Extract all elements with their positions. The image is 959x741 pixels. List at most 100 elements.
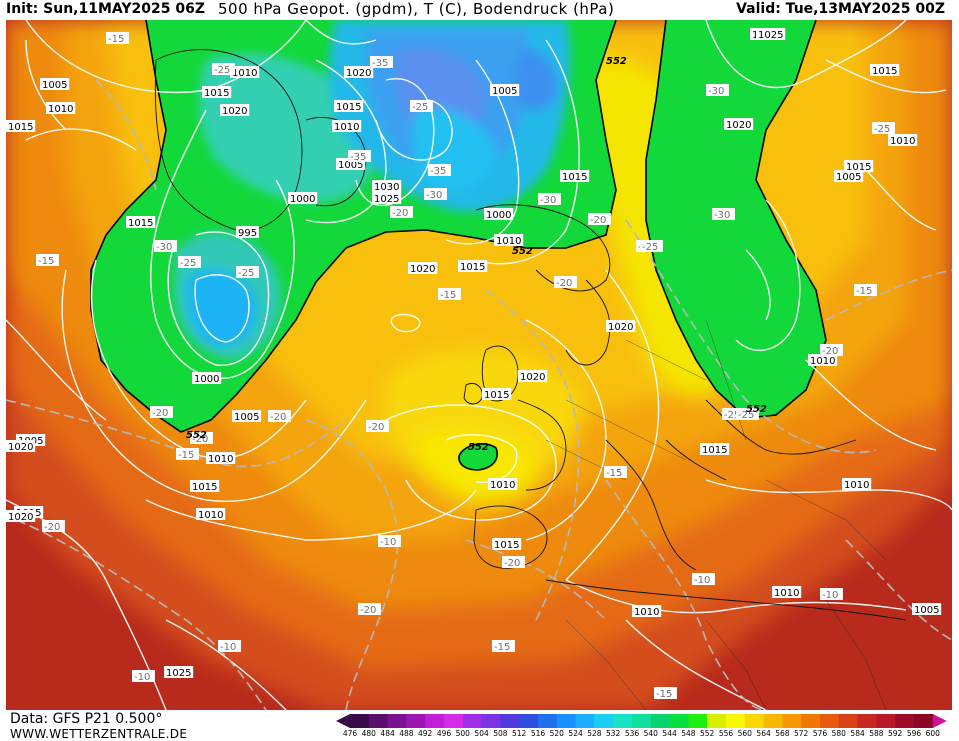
svg-text:552: 552 (746, 404, 767, 415)
cold-core (174, 20, 570, 360)
temperature-label: -35 (370, 56, 393, 69)
svg-text:1020: 1020 (726, 120, 751, 131)
pressure-label: 1010 (46, 102, 76, 115)
colorbar-tick-label: 600 (925, 729, 940, 738)
colorbar-tick-label: 500 (455, 729, 470, 738)
svg-text:-10: -10 (134, 672, 150, 683)
svg-text:-15: -15 (606, 468, 622, 479)
svg-text:1020: 1020 (520, 372, 545, 383)
svg-text:1020: 1020 (8, 442, 33, 453)
svg-text:-20: -20 (368, 422, 384, 433)
colorbar-swatch (538, 714, 558, 728)
colorbar-tick-label: 532 (606, 729, 621, 738)
colorbar-tick-label: 512 (512, 729, 527, 738)
pressure-label: 1020 (518, 370, 548, 383)
svg-text:1015: 1015 (336, 102, 361, 113)
svg-text:-15: -15 (108, 34, 124, 45)
temperature-label: -20 (554, 276, 577, 289)
pressure-label: 1010 (494, 234, 524, 247)
svg-text:-25: -25 (724, 410, 740, 421)
pressure-label: 1005 (232, 410, 262, 423)
pressure-label: 1000 (288, 192, 318, 205)
svg-text:1010: 1010 (208, 454, 233, 465)
svg-text:-20: -20 (192, 434, 208, 445)
temperature-label: -30 (712, 208, 735, 221)
isobars (6, 20, 952, 710)
colorbar-swatch (462, 714, 483, 728)
svg-text:1015: 1015 (460, 262, 485, 273)
colorbar-swatch (406, 714, 426, 728)
svg-text:-25: -25 (214, 65, 230, 76)
isotherms (6, 79, 952, 710)
pressure-label: 1015 (202, 86, 232, 99)
svg-text:1015: 1015 (204, 88, 229, 99)
svg-text:-15: -15 (38, 256, 54, 267)
colorbar-tick-label: 528 (587, 729, 602, 738)
svg-text:1020: 1020 (222, 106, 247, 117)
colorbar-swatch (594, 714, 614, 728)
svg-text:1010: 1010 (496, 236, 521, 247)
colorbar-tick-label: 476 (342, 729, 358, 738)
svg-text:-20: -20 (152, 408, 168, 419)
temperature-label: -10 (132, 670, 155, 683)
svg-text:-10: -10 (694, 575, 710, 586)
svg-text:1025: 1025 (374, 194, 399, 205)
svg-text:1005: 1005 (338, 160, 363, 171)
contour-552-label: 552 (606, 56, 627, 67)
colorbar-tick-label: 536 (624, 729, 640, 738)
svg-text:-25: -25 (874, 124, 890, 135)
colorbar-swatch (500, 714, 520, 728)
svg-text:995: 995 (238, 228, 257, 239)
contour-552-label: 552 (746, 404, 767, 415)
temperature-label: -25 (236, 266, 259, 279)
pressure-label: 1005 (834, 170, 864, 183)
temperature-label: -20 (820, 344, 843, 357)
pressure-label: 1020 (220, 104, 250, 117)
pressure-label: 1010 (632, 605, 662, 618)
pressure-label: 1015 (870, 64, 900, 77)
pressure-label: 1010 (488, 478, 518, 491)
colorbar-labels: 476 480 484 488 492 496 500 504 508 512 516 520 524 5… (336, 729, 956, 740)
svg-text:1015: 1015 (494, 540, 519, 551)
init-time: Init: Sun,11MAY2025 06Z (6, 1, 205, 17)
svg-text:552: 552 (606, 56, 627, 67)
pressure-label: 1010 (230, 66, 260, 79)
svg-text:-35: -35 (372, 58, 388, 69)
pressure-label: 1015 (700, 443, 730, 456)
svg-text:1010: 1010 (334, 122, 359, 133)
svg-text:1005: 1005 (42, 80, 67, 91)
pressure-label: 1015 (492, 538, 522, 551)
svg-text:-10: -10 (822, 590, 838, 601)
temperature-label: -20 (268, 410, 291, 423)
colorbar-swatch (688, 714, 708, 728)
svg-text:-15: -15 (178, 450, 194, 461)
pressure-label: 1005 (40, 78, 70, 91)
temperature-label: -35 (348, 150, 371, 163)
pressure-label: 1000 (484, 208, 514, 221)
svg-text:-30: -30 (156, 242, 172, 253)
pressure-label: 1010 (772, 586, 802, 599)
colorbar-tick-label: 508 (493, 729, 508, 738)
map-canvas: 1025101510051010101510101015102010201015… (6, 20, 952, 710)
svg-text:-25: -25 (180, 258, 196, 269)
colorbar-swatch (350, 714, 370, 728)
svg-text:1015: 1015 (8, 122, 33, 133)
svg-text:-25: -25 (642, 242, 658, 253)
colorbar-swatch (857, 714, 877, 728)
pressure-label: 1015 (334, 100, 364, 113)
colorbar-tick-label: 568 (775, 729, 790, 738)
svg-text:1030: 1030 (374, 182, 399, 193)
colorbar-swatch (744, 714, 765, 728)
svg-text:-20: -20 (360, 605, 376, 616)
colorbar-swatch (914, 714, 934, 728)
svg-text:1000: 1000 (194, 374, 219, 385)
svg-text:1015: 1015 (872, 66, 897, 77)
colorbar-tick-label: 496 (436, 729, 452, 738)
pressure-label: 1010 (888, 134, 918, 147)
colorbar-swatch (575, 714, 595, 728)
temperature-label: -20 (190, 432, 213, 445)
colorbar-swatch (820, 714, 840, 728)
temperature-label: -25 (410, 100, 433, 113)
svg-text:-10: -10 (220, 642, 236, 653)
temperature-label: -30 (154, 240, 177, 253)
